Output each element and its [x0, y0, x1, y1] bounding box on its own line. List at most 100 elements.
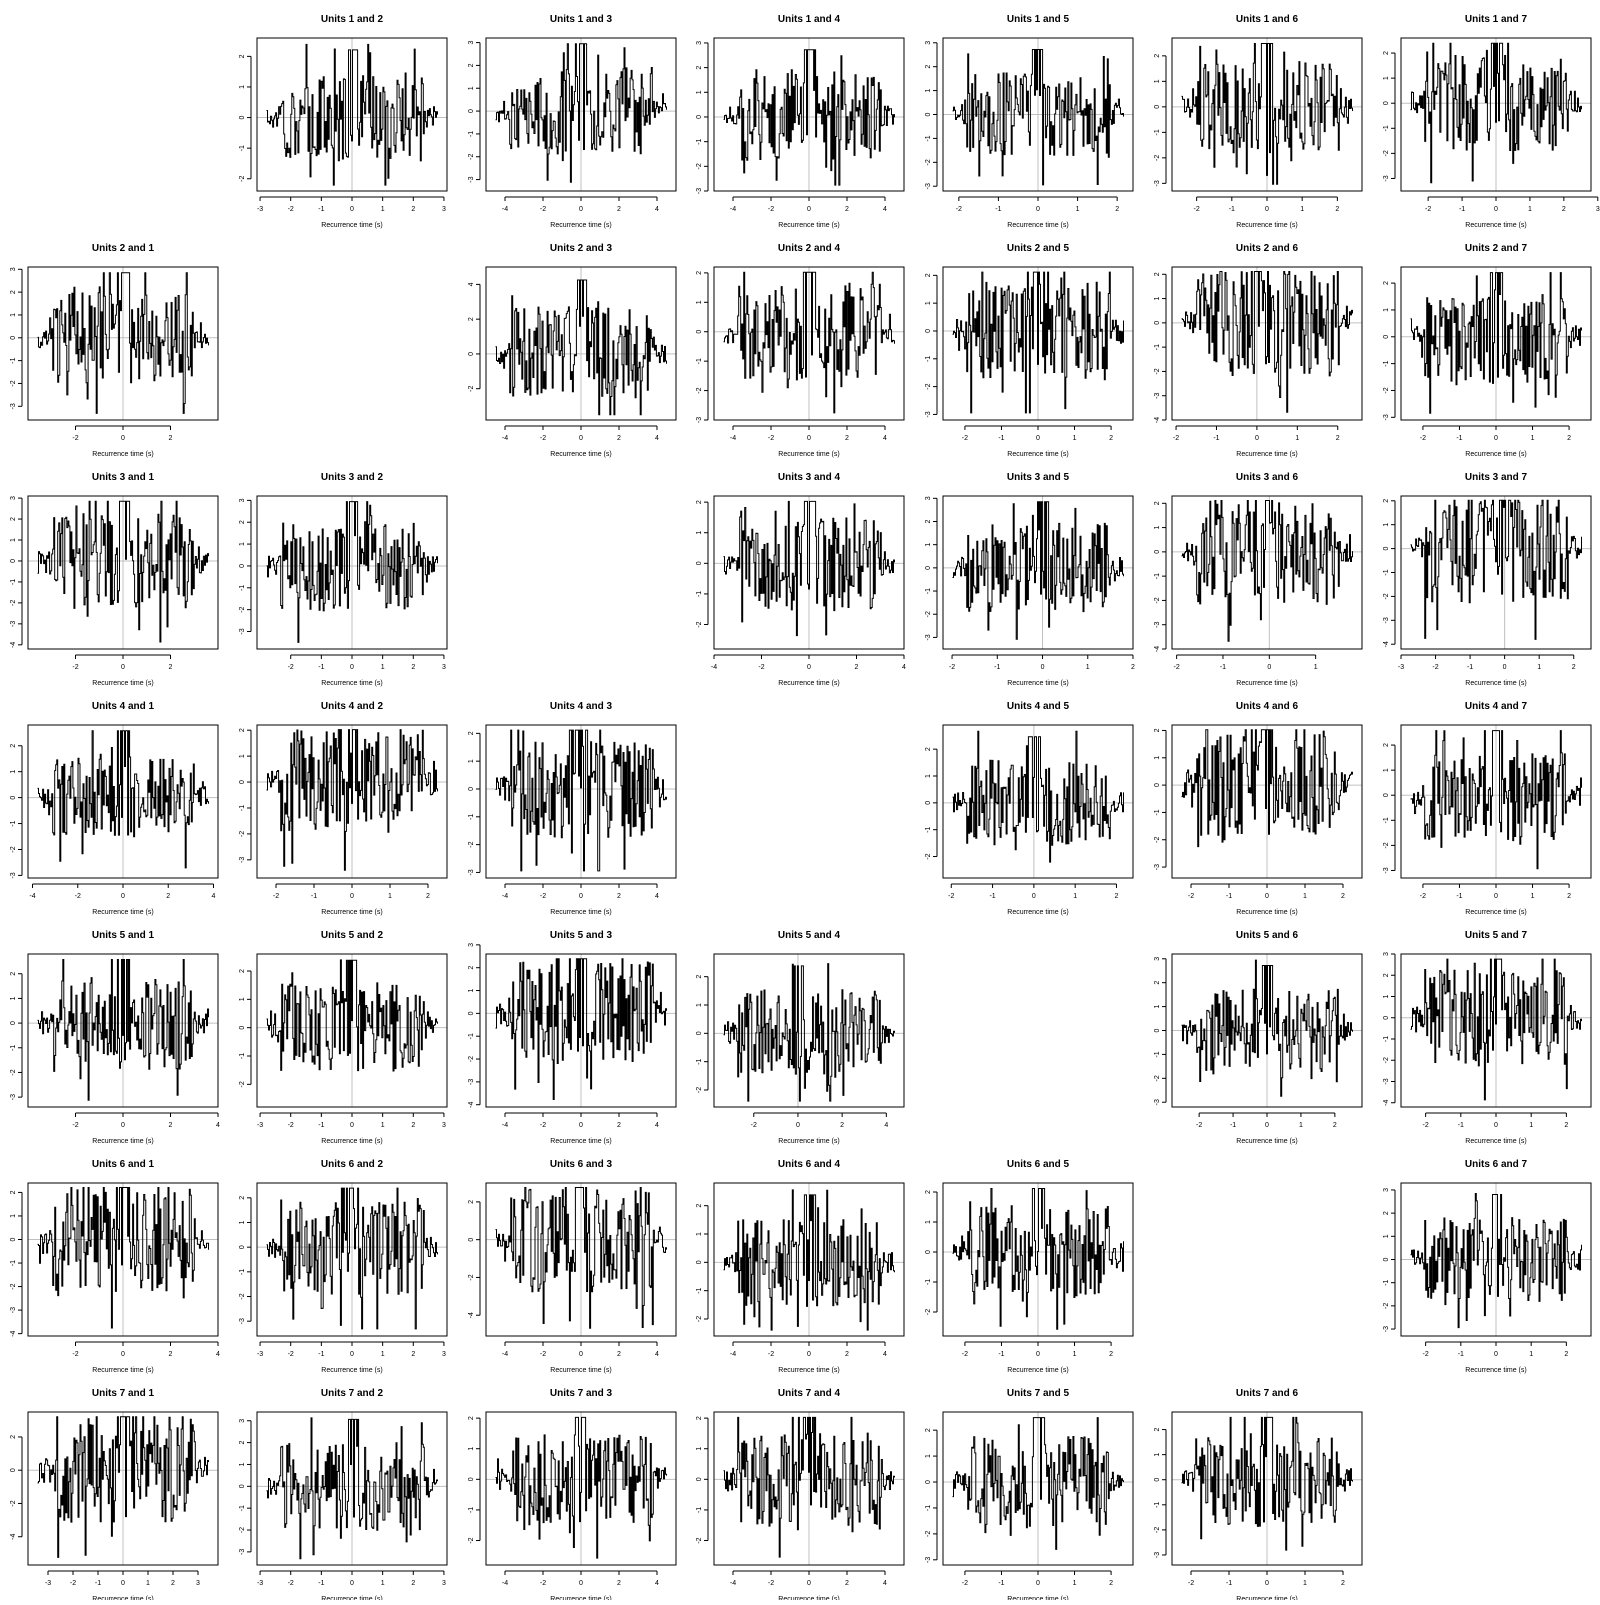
x-tick-label: -2 [948, 893, 954, 900]
x-tick-label: -3 [257, 1122, 263, 1129]
y-tick-label: 2 [10, 1435, 17, 1439]
panel-title: Units 4 and 7 [1465, 701, 1528, 712]
y-tick-label: 2 [239, 54, 246, 58]
y-tick-label: -3 [1154, 180, 1161, 186]
x-tick-label: 2 [426, 893, 430, 900]
x-tick-label: 2 [1564, 1122, 1568, 1129]
x-tick-label: -4 [730, 206, 736, 213]
x-tick-label: 2 [1115, 206, 1119, 213]
x-tick-label: -2 [1420, 435, 1426, 442]
plot-frame [942, 1411, 1134, 1566]
y-tick-label: -1 [239, 1269, 246, 1275]
plot-frame [713, 1411, 905, 1566]
panel-units-5-7: Units 5 and 7 -2 -1 0 1 2 -4 -3 -2 -1 0 1 2 3 Recurren… [1383, 930, 1592, 1145]
y-tick-label: -1 [1154, 573, 1161, 579]
x-tick-label: 2 [411, 1122, 415, 1129]
panel-units-2-3: Units 2 and 3 -4 -2 0 2 4 -2 0 2 4 Recurrence time… [468, 243, 677, 458]
x-tick-label: -1 [994, 664, 1000, 671]
x-tick-label: 3 [442, 1580, 446, 1587]
y-tick-label: 0 [1154, 105, 1161, 109]
y-tick-label: -2 [1154, 1075, 1161, 1081]
x-axis-label: Recurrence time (s) [1007, 451, 1068, 458]
panel-units-5-6: Units 5 and 6 -2 -1 0 1 2 -3 -2 -1 0 1 2 3 Recurrence… [1154, 930, 1363, 1145]
plot-frame [485, 1182, 677, 1337]
y-tick-label: 1 [239, 754, 246, 758]
x-axis-label: Recurrence time (s) [550, 1596, 611, 1600]
x-tick-label: -2 [1423, 1351, 1429, 1358]
y-tick-label: -1 [925, 1505, 932, 1511]
y-tick-label: 0 [468, 109, 475, 113]
y-tick-label: 0 [239, 1484, 246, 1488]
x-tick-label: -1 [1467, 664, 1473, 671]
plot-frame [27, 1182, 219, 1337]
y-tick-label: -3 [10, 403, 17, 409]
panel-title: Units 5 and 6 [1236, 930, 1299, 941]
y-tick-label: -2 [696, 1316, 703, 1322]
x-tick-label: 1 [1073, 435, 1077, 442]
y-tick-label: 3 [468, 41, 475, 45]
y-tick-label: 2 [925, 1190, 932, 1194]
panel-title: Units 7 and 5 [1007, 1388, 1070, 1399]
plot-frame [1171, 495, 1363, 650]
x-tick-label: 0 [350, 1122, 354, 1129]
x-axis-label: Recurrence time (s) [550, 1367, 611, 1374]
y-tick-label: -1 [1383, 360, 1390, 366]
x-axis-label: Recurrence time (s) [778, 1138, 839, 1145]
y-tick-label: 0 [696, 1477, 703, 1481]
plot-frame [713, 266, 905, 421]
y-tick-label: 0 [925, 112, 932, 116]
x-tick-label: 1 [1537, 664, 1541, 671]
x-tick-label: 2 [617, 1122, 621, 1129]
x-tick-label: 1 [1295, 435, 1299, 442]
x-tick-label: -2 [540, 1351, 546, 1358]
y-tick-label: 1 [10, 538, 17, 542]
x-tick-label: -2 [956, 206, 962, 213]
y-tick-label: 2 [239, 1441, 246, 1445]
panel-units-3-4: Units 3 and 4 -4 -2 0 2 4 -2 -1 0 1 2 Recurrence ti… [696, 472, 906, 687]
y-tick-label: -2 [10, 380, 17, 386]
panel-title: Units 4 and 2 [321, 701, 384, 712]
x-tick-label: 1 [1303, 893, 1307, 900]
plot-frame [942, 1182, 1134, 1337]
x-tick-label: -1 [989, 893, 995, 900]
y-tick-label: 3 [468, 943, 475, 947]
y-tick-label: 1 [1154, 756, 1161, 760]
x-axis-label: Recurrence time (s) [1236, 1138, 1297, 1145]
y-tick-label: 0 [10, 1021, 17, 1025]
y-tick-label: 0 [925, 566, 932, 570]
y-tick-label: -2 [239, 1527, 246, 1533]
x-tick-label: -2 [72, 1122, 78, 1129]
y-tick-label: 1 [925, 1220, 932, 1224]
x-tick-label: -2 [1188, 893, 1194, 900]
recurrence-trace [1410, 499, 1582, 640]
y-tick-label: -2 [239, 831, 246, 837]
x-axis-label: Recurrence time (s) [1465, 1138, 1526, 1145]
y-tick-label: 0 [1383, 335, 1390, 339]
y-tick-label: -2 [1383, 150, 1390, 156]
panel-units-5-1: Units 5 and 1 -2 0 2 4 -3 -2 -1 0 1 2 Recurrence ti… [10, 930, 220, 1145]
y-tick-label: -2 [696, 1087, 703, 1093]
y-tick-label: -1 [1154, 1051, 1161, 1057]
y-tick-label: 3 [239, 498, 246, 502]
y-tick-label: -2 [468, 385, 475, 391]
panel-title: Units 1 and 7 [1465, 14, 1528, 25]
plot-frame [942, 266, 1134, 421]
y-tick-label: -3 [1383, 1078, 1390, 1084]
y-tick-label: -1 [925, 135, 932, 141]
x-axis-label: Recurrence time (s) [321, 1138, 382, 1145]
plot-frame [1400, 953, 1592, 1108]
plot-frame [1171, 1411, 1363, 1566]
x-tick-label: 2 [411, 1580, 415, 1587]
y-tick-label: 2 [239, 728, 246, 732]
panel-units-1-3: Units 1 and 3 -4 -2 0 2 4 -3 -2 -1 0 1 2 3 Recurrence… [468, 14, 677, 229]
y-tick-label: -1 [1383, 569, 1390, 575]
y-tick-label: 2 [1383, 281, 1390, 285]
x-tick-label: 4 [902, 664, 906, 671]
panel-units-6-1: Units 6 and 1 -2 0 2 4 -4 -3 -2 -1 0 1 2 Recurrence … [10, 1159, 220, 1374]
panel-title: Units 6 and 1 [92, 1159, 155, 1170]
x-tick-label: 2 [1562, 206, 1566, 213]
y-tick-label: 2 [468, 966, 475, 970]
x-tick-label: 0 [1036, 1351, 1040, 1358]
panel-units-2-7: Units 2 and 7 -2 -1 0 1 2 -3 -2 -1 0 1 2 Recurrence … [1383, 243, 1592, 458]
recurrence-trace [266, 959, 438, 1072]
